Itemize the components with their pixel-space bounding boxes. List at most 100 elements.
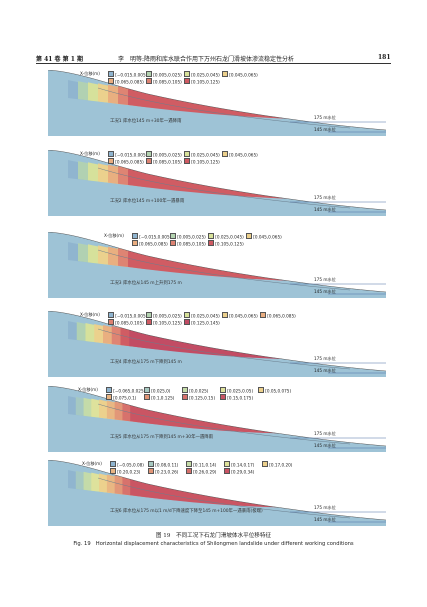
legend-title: X-位移(m) xyxy=(78,387,98,392)
above-ground xyxy=(48,386,386,446)
legend-label: [0.08,0.11) xyxy=(155,462,179,468)
legend-label: [−0.015,0.005) xyxy=(139,234,172,240)
legend-swatch xyxy=(110,461,117,468)
legend-label: [0.20,0.23) xyxy=(117,469,141,475)
legend-label: [0.14,0.17) xyxy=(231,462,255,468)
legend-item: [−0.015,0.005) xyxy=(108,151,147,159)
legend-label: [0,0.025) xyxy=(189,388,209,394)
legend-label: [−0.015,0.005) xyxy=(115,313,148,319)
above-ground xyxy=(48,460,386,520)
legend-title: X-位移(m) xyxy=(80,151,100,156)
legend-swatch xyxy=(222,151,229,158)
water-level-145-label: 145 m水位 xyxy=(314,127,336,132)
legend-label: [−0.015,0.005) xyxy=(115,72,148,78)
legend-label: [0.1,0.125) xyxy=(151,395,175,401)
legend-label: [0.025,0.045) xyxy=(191,313,220,319)
water-level-145-label: 145 m水位 xyxy=(314,443,336,448)
legend-item: [0.065,0.085) xyxy=(108,78,144,86)
legend-swatch xyxy=(132,233,139,240)
legend-swatch xyxy=(182,387,189,394)
journal-volume: 第 41 卷 第 1 期 xyxy=(36,56,83,63)
legend-swatch xyxy=(170,240,177,247)
legend-swatch xyxy=(260,312,267,319)
legend-label: [0.085,0.105) xyxy=(115,320,144,326)
legend-label: [0.15,0.175) xyxy=(227,395,254,401)
legend-item: [0.15,0.175) xyxy=(220,394,253,402)
legend-item: [0.005,0.025) xyxy=(146,151,182,159)
above-ground xyxy=(48,150,386,210)
water-level-175-label: 175 m水位 xyxy=(314,115,336,120)
legend-label: [0.125,0.15) xyxy=(189,395,216,401)
legend-swatch xyxy=(148,468,155,475)
legend-title: X-位移(m) xyxy=(80,71,100,76)
panel-6: X-位移(m) [−0.05,0.08) [0.08,0.11) [0.11,0.14… xyxy=(38,460,390,526)
legend-label: [0.065,0.085) xyxy=(115,159,144,165)
legend-item: [0.065,0.085) xyxy=(108,158,144,166)
legend-swatch xyxy=(146,312,153,319)
legend-swatch xyxy=(108,78,115,85)
legend-item: [−0.05,0.08) xyxy=(110,461,144,469)
legend-label: [0.05,0.075) xyxy=(265,388,292,394)
water-level-145-label: 145 m水位 xyxy=(314,207,336,212)
legend-item: [0.1,0.125) xyxy=(144,394,174,402)
legend-swatch xyxy=(186,461,193,468)
water-level-175-label: 175 m水位 xyxy=(314,356,336,361)
panel-2: X-位移(m) [−0.015,0.005) [0.005,0.025) [0.025… xyxy=(38,150,390,216)
legend-item: [−0.015,0.005) xyxy=(132,233,171,241)
condition-label: 工况1 库水位145 m+30年一遇降雨 xyxy=(110,119,182,124)
legend-swatch xyxy=(144,394,151,401)
legend-label: [0.26,0.29) xyxy=(193,469,217,475)
legend-item: [0.26,0.29) xyxy=(186,468,216,476)
legend-swatch xyxy=(222,71,229,78)
sliding-surface-line xyxy=(97,403,351,445)
legend-label: [−0.015,0.005) xyxy=(115,152,148,158)
legend-swatch xyxy=(182,394,189,401)
legend-swatch xyxy=(106,387,113,394)
legend-swatch xyxy=(108,312,115,319)
legend-swatch xyxy=(108,151,115,158)
slope-section xyxy=(47,311,387,377)
legend-item: [0.20,0.23) xyxy=(110,468,140,476)
legend-label: [0.105,0.125) xyxy=(215,241,244,247)
legend-label: [0.105,0.125) xyxy=(153,320,182,326)
legend-swatch xyxy=(246,233,253,240)
legend-swatch xyxy=(108,71,115,78)
water-level-145-label: 145 m水位 xyxy=(314,517,336,522)
legend-label: [0.005,0.025) xyxy=(177,234,206,240)
legend-swatch xyxy=(184,71,191,78)
legend-item: [0.17,0.20) xyxy=(262,461,292,469)
legend-swatch xyxy=(262,461,269,468)
slope-surface-line xyxy=(47,460,387,521)
legend-label: [0.11,0.14) xyxy=(193,462,217,468)
legend-label: [0.105,0.125) xyxy=(191,79,220,85)
slope-section xyxy=(47,460,387,526)
legend-label: [0.025,0.05) xyxy=(227,388,254,394)
legend-item: [0.005,0.025) xyxy=(170,233,206,241)
legend-swatch xyxy=(222,312,229,319)
slope-surface-line xyxy=(47,232,387,293)
figure-caption-cn: 图 19 不同工况下石龙门滑坡体水平位移特征 xyxy=(155,533,272,539)
legend-label: [0.045,0.065) xyxy=(229,72,258,78)
legend-item: [0.045,0.065) xyxy=(222,312,258,320)
legend-swatch xyxy=(208,240,215,247)
legend-item: [0.025,0.045) xyxy=(184,151,220,159)
legend-item: [0.085,0.105) xyxy=(146,158,182,166)
slope-surface-line xyxy=(47,70,387,131)
legend-swatch xyxy=(184,78,191,85)
legend-swatch xyxy=(184,151,191,158)
legend-label: [0.105,0.125) xyxy=(191,159,220,165)
water-level-175-label: 175 m水位 xyxy=(314,195,336,200)
condition-label: 工况3 库水位从145 m上升到175 m xyxy=(110,281,182,286)
legend-item: [0.025,0.045) xyxy=(184,71,220,79)
legend-item: [0.025,0.045) xyxy=(208,233,244,241)
legend-item: [0.065,0.085) xyxy=(260,312,296,320)
slope-section xyxy=(47,232,387,298)
legend-swatch xyxy=(146,319,153,326)
legend-label: [0.29,0.34) xyxy=(231,469,255,475)
water-level-175-label: 175 m水位 xyxy=(314,505,336,510)
legend-label: [0.045,0.065) xyxy=(253,234,282,240)
legend-item: [−0.015,0.005) xyxy=(108,312,147,320)
legend-label: [0.125,0.145) xyxy=(191,320,220,326)
condition-label: 工况6 库水位从175 m以1 m/d下降速度下降至145 m+100年一遇暴雨… xyxy=(110,509,263,514)
legend-swatch xyxy=(186,468,193,475)
